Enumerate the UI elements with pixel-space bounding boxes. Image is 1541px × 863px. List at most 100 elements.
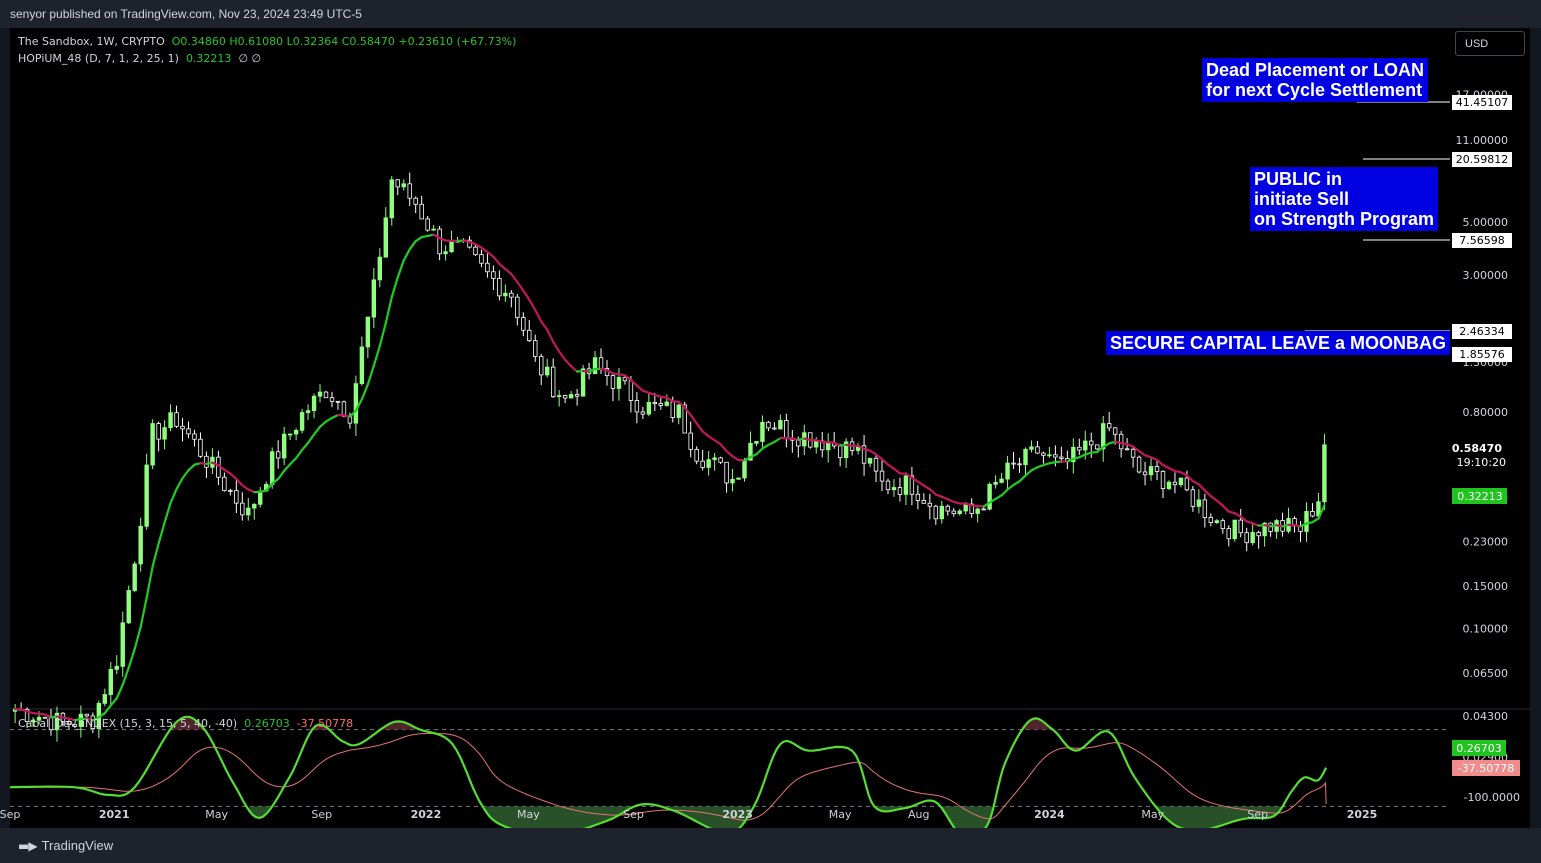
candle-body xyxy=(437,228,442,255)
candle-body xyxy=(198,438,203,457)
candle-body xyxy=(228,490,233,492)
indicator-name[interactable]: HOPiUM_48 (D, 7, 1, 2, 25, 1) xyxy=(18,52,179,65)
candle-body xyxy=(222,476,227,491)
candle-body xyxy=(1250,532,1255,544)
ma-segment xyxy=(408,240,417,251)
ma-segment xyxy=(677,400,686,409)
candle-body xyxy=(365,316,371,348)
ohlc-values: O0.34860 H0.61080 L0.32364 C0.58470 +0.2… xyxy=(171,35,517,48)
candle-body xyxy=(760,421,765,442)
candle-body xyxy=(568,394,574,399)
candle-body xyxy=(1035,446,1040,454)
candle-body xyxy=(1118,433,1124,450)
ma-segment xyxy=(743,456,752,462)
symbol-title[interactable]: The Sandbox, 1W, CRYPTO xyxy=(18,35,165,48)
time-axis-tick: May xyxy=(517,808,540,821)
currency-button[interactable]: USD xyxy=(1455,31,1525,56)
ma-segment xyxy=(127,647,136,669)
ma-segment xyxy=(1311,517,1320,524)
publish-bar: senyor published on TradingView.com, Nov… xyxy=(0,0,1541,28)
ma-segment xyxy=(1018,474,1027,483)
time-axis-tick: Sep xyxy=(623,808,644,821)
level-label: 1.85576 xyxy=(1452,347,1512,362)
candle-body xyxy=(299,412,305,431)
candle-body xyxy=(150,423,155,466)
ma-segment xyxy=(922,484,931,491)
candle-body xyxy=(742,459,747,479)
ma-segment xyxy=(1209,495,1218,502)
ma-segment xyxy=(719,443,728,453)
ma-segment xyxy=(121,666,130,686)
candle-body xyxy=(640,411,646,415)
time-axis-tick: Sep xyxy=(1247,808,1268,821)
tradingview-brand[interactable]: ▬▶ TradingView xyxy=(18,838,113,853)
ma-segment xyxy=(635,384,644,392)
time-axis-tick: Sep xyxy=(311,808,332,821)
main-legend: The Sandbox, 1W, CRYPTO O0.34860 H0.6108… xyxy=(18,35,516,48)
ma-segment xyxy=(522,289,531,301)
ma-segment xyxy=(330,413,340,420)
candle-body xyxy=(72,724,78,727)
candle-body xyxy=(1059,456,1064,459)
ma-segment xyxy=(1132,445,1141,453)
candle-body xyxy=(497,277,502,297)
ma-segment xyxy=(474,243,483,249)
candle-body xyxy=(903,475,909,495)
annotation-dead-placement[interactable]: Dead Placement or LOAN for next Cycle Se… xyxy=(1202,58,1429,102)
level-label: 2.46334 xyxy=(1452,324,1512,339)
candle-body xyxy=(562,395,568,399)
ma-segment xyxy=(1078,453,1087,459)
ma-segment xyxy=(378,321,387,348)
candle-body xyxy=(957,510,962,515)
ma-segment xyxy=(360,383,369,401)
candle-body xyxy=(443,251,448,255)
candle-body xyxy=(592,357,598,375)
ma-segment xyxy=(366,364,375,386)
annotation-line: PUBLIC in xyxy=(1254,169,1342,189)
level-label: 7.56598 xyxy=(1452,233,1512,248)
ma-segment xyxy=(402,248,411,262)
candle-body xyxy=(491,271,496,279)
ma-segment xyxy=(552,340,561,353)
candle-body xyxy=(1262,522,1267,537)
ma-segment xyxy=(713,439,722,446)
osc-name[interactable]: Cabal_Dev_iNDEX (15, 3, 15, 5, 40, -40) xyxy=(18,717,238,730)
candle-body xyxy=(1226,528,1231,540)
candle-body xyxy=(927,502,933,507)
candle-body xyxy=(622,377,628,382)
candle-body xyxy=(1130,448,1136,458)
candle-body xyxy=(359,346,365,385)
candle-body xyxy=(550,366,556,398)
candle-body xyxy=(353,383,359,424)
candle-body xyxy=(108,668,113,695)
time-axis-tick: May xyxy=(1141,808,1164,821)
annotation-public-in[interactable]: PUBLIC in initiate Sell on Strength Prog… xyxy=(1250,167,1439,231)
candle-body xyxy=(939,505,944,520)
ma-segment xyxy=(761,443,770,450)
candle-body xyxy=(431,228,436,231)
ma-segment xyxy=(1155,458,1165,467)
candle-body xyxy=(383,217,388,258)
candle-body xyxy=(186,428,191,435)
candle-body xyxy=(539,356,544,376)
candle-body xyxy=(724,461,729,484)
candle-body xyxy=(126,590,131,624)
osc-legend: Cabal_Dev_iNDEX (15, 3, 15, 5, 40, -40) … xyxy=(18,717,353,730)
ma-segment xyxy=(414,236,423,243)
annotation-line: Dead Placement or LOAN xyxy=(1206,60,1425,80)
annotation-line: for next Cycle Settlement xyxy=(1206,80,1423,100)
candle-body xyxy=(879,470,885,482)
candle-body xyxy=(1154,466,1160,472)
candle-body xyxy=(1208,517,1214,523)
osc-value-tag xyxy=(1452,740,1506,756)
candle-body xyxy=(796,439,801,447)
annotation-secure-capital[interactable]: SECURE CAPITAL LEAVE a MOONBAG xyxy=(1106,331,1451,355)
ma-segment xyxy=(982,501,991,508)
ma-segment xyxy=(605,369,615,375)
candle-body xyxy=(42,716,48,719)
ma-segment xyxy=(271,477,280,485)
candle-body xyxy=(1244,532,1249,544)
candle-body xyxy=(1160,470,1166,489)
ma-segment xyxy=(1161,463,1171,470)
